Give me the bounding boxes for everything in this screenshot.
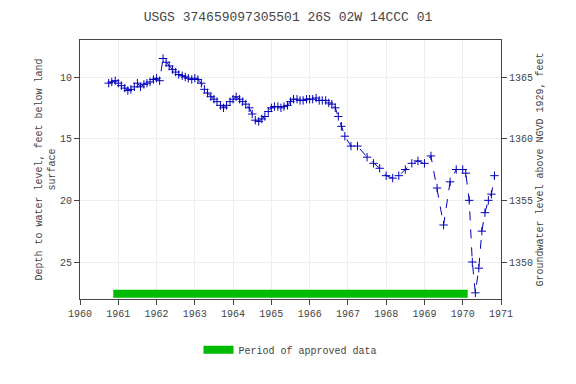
svg-text:1365: 1365 bbox=[509, 73, 533, 84]
svg-text:USGS 374659097305501 26S 02W 1: USGS 374659097305501 26S 02W 14CCC 01 bbox=[144, 10, 433, 25]
svg-text:Depth to water level, feet bel: Depth to water level, feet below landsur… bbox=[34, 58, 58, 280]
svg-text:1968: 1968 bbox=[374, 309, 398, 320]
svg-text:15: 15 bbox=[60, 134, 72, 145]
svg-text:1964: 1964 bbox=[221, 309, 245, 320]
svg-text:1960: 1960 bbox=[68, 309, 92, 320]
svg-text:1966: 1966 bbox=[298, 309, 322, 320]
svg-text:1962: 1962 bbox=[145, 309, 169, 320]
svg-text:Period of approved data: Period of approved data bbox=[239, 346, 377, 357]
svg-text:1961: 1961 bbox=[106, 309, 130, 320]
svg-text:20: 20 bbox=[60, 196, 72, 207]
svg-text:1969: 1969 bbox=[412, 309, 436, 320]
svg-text:1963: 1963 bbox=[183, 309, 207, 320]
svg-text:Groundwater level above NGVD 1: Groundwater level above NGVD 1929, feet bbox=[535, 52, 546, 286]
svg-text:25: 25 bbox=[60, 258, 72, 269]
svg-text:10: 10 bbox=[60, 73, 72, 84]
svg-text:1967: 1967 bbox=[336, 309, 360, 320]
svg-text:1350: 1350 bbox=[509, 258, 533, 269]
svg-text:1355: 1355 bbox=[509, 196, 533, 207]
svg-text:1360: 1360 bbox=[509, 134, 533, 145]
svg-text:1970: 1970 bbox=[451, 309, 475, 320]
svg-text:1965: 1965 bbox=[259, 309, 283, 320]
svg-text:1971: 1971 bbox=[489, 309, 513, 320]
